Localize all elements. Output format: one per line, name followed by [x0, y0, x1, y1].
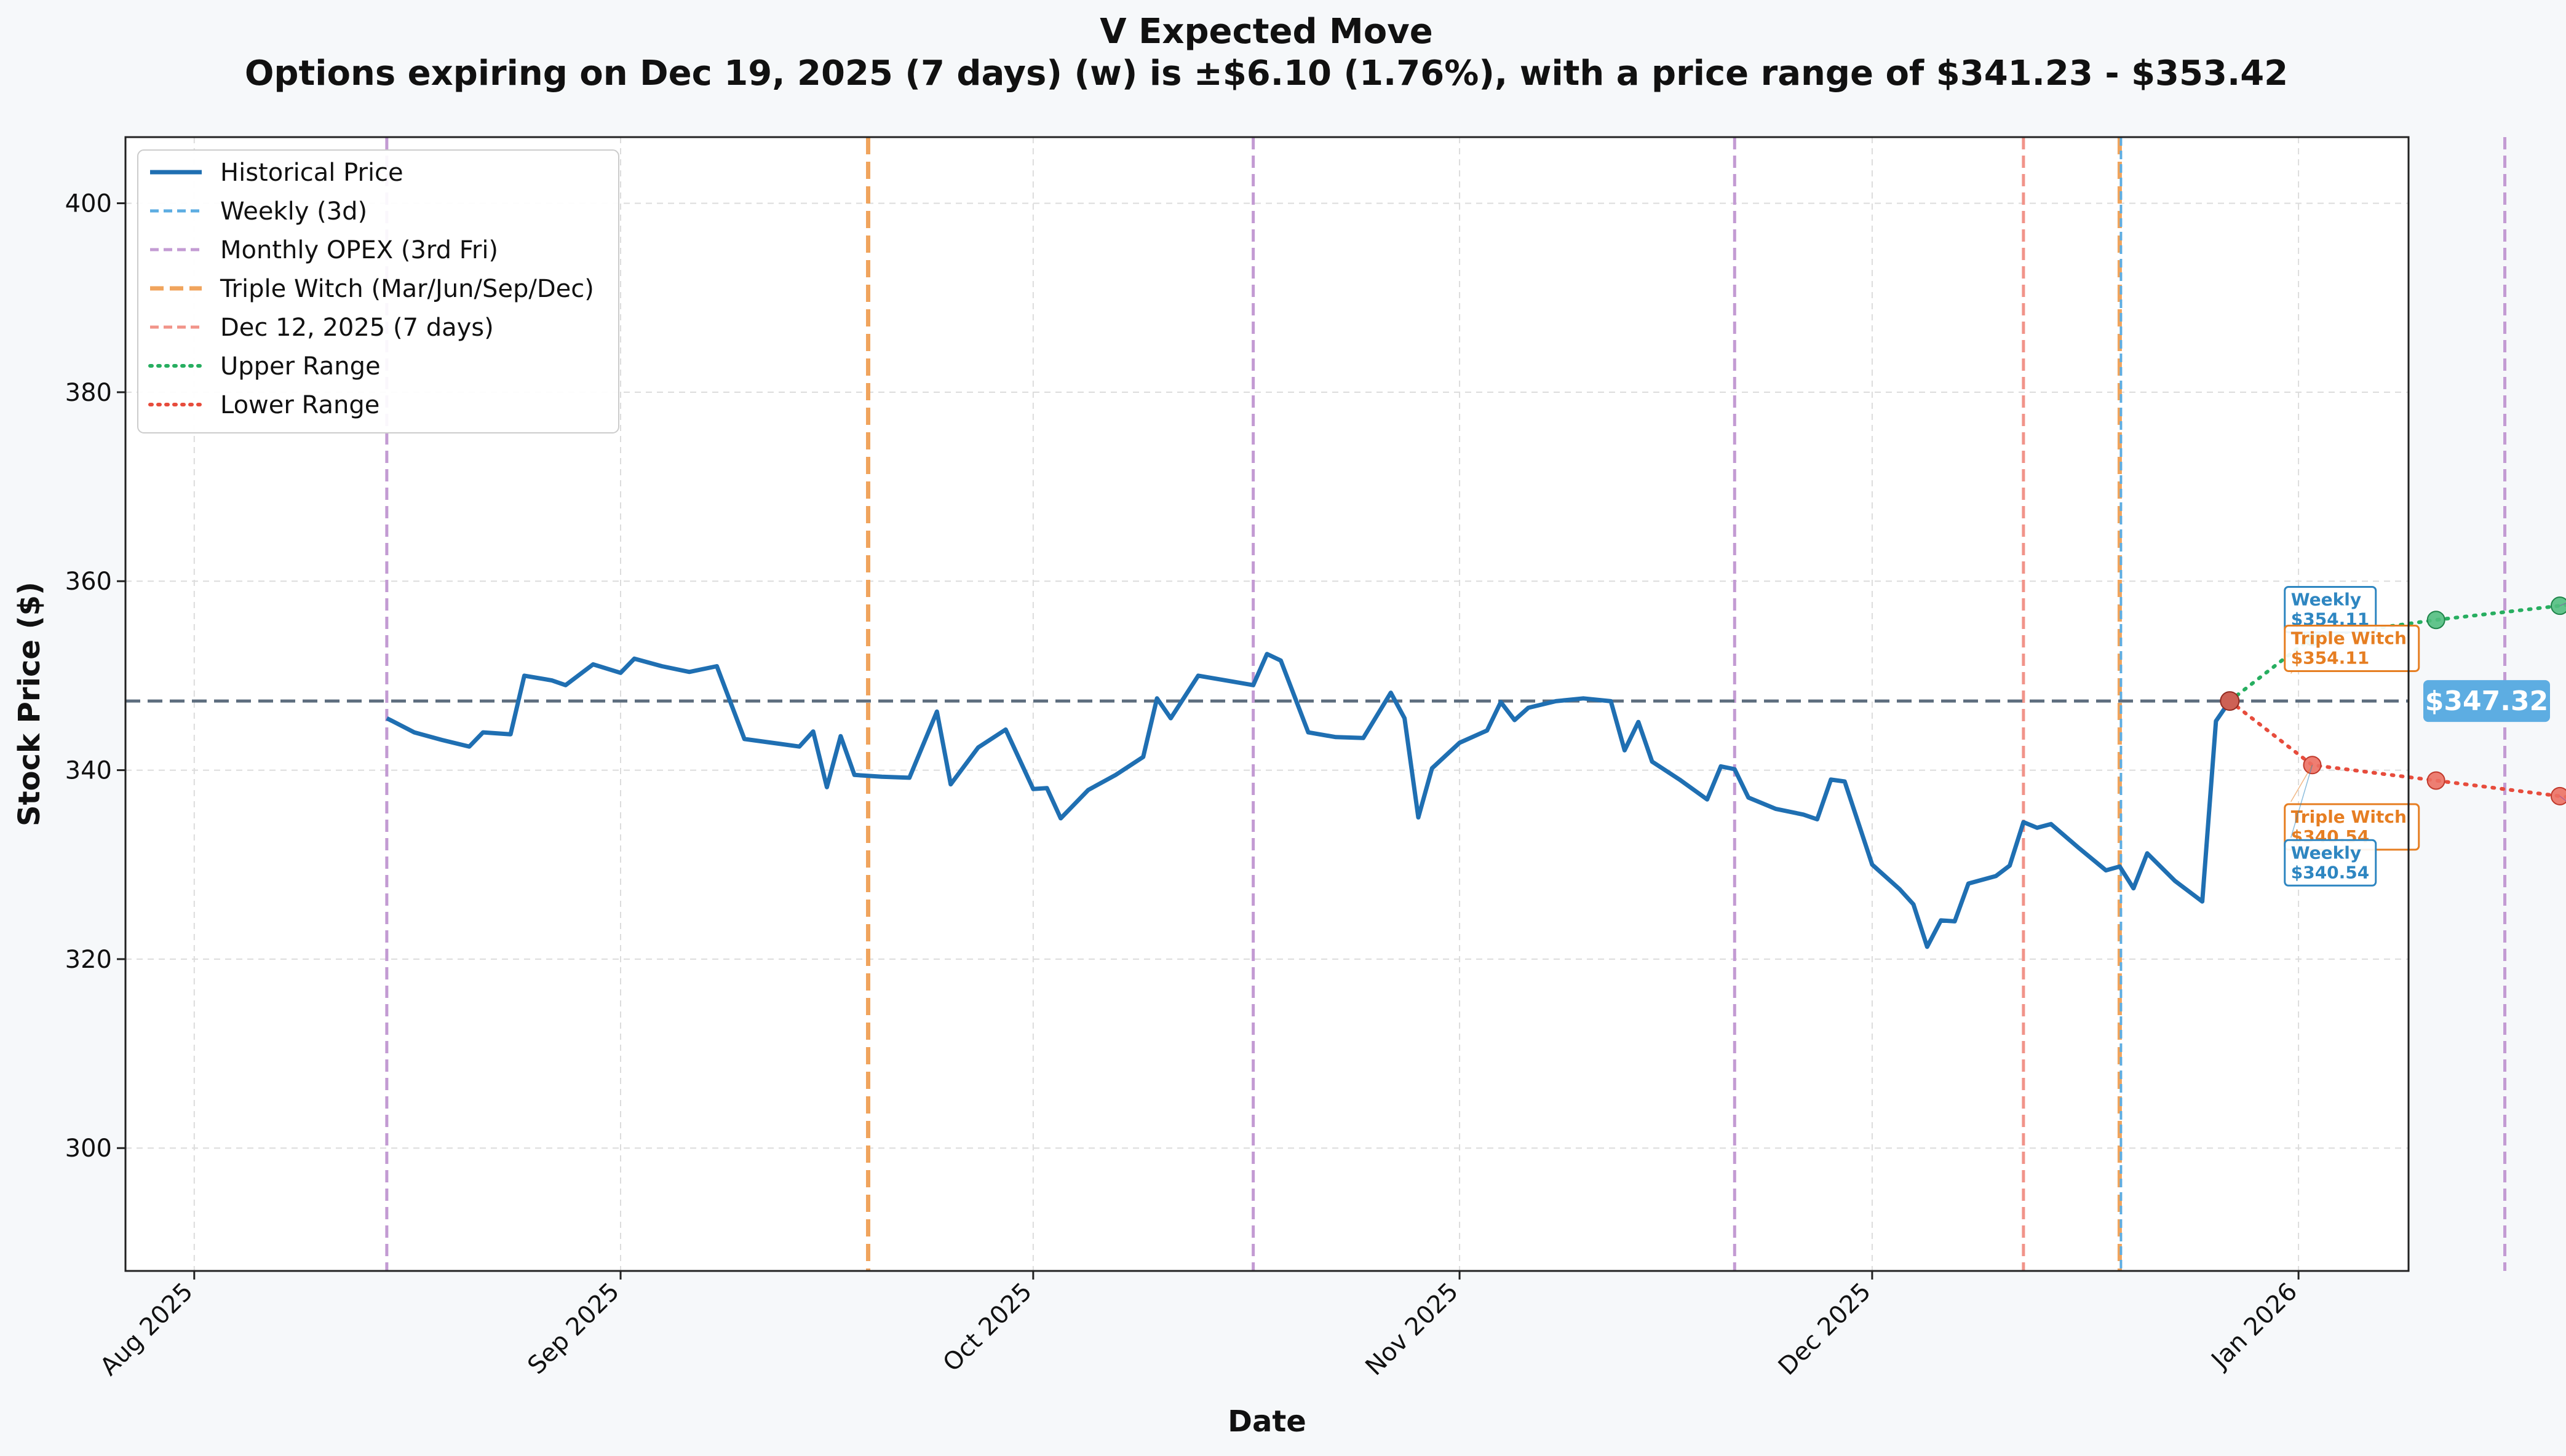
legend-label: Weekly (3d) — [220, 197, 367, 226]
annotation-box — [2284, 624, 2420, 672]
annotation-leader — [2290, 765, 2313, 838]
y-tick-label: 380 — [65, 379, 112, 407]
annotation-box — [2284, 839, 2377, 887]
lower-range-point — [2426, 771, 2445, 790]
legend-box — [137, 149, 619, 433]
y-tick-label: 340 — [65, 757, 112, 785]
legend-label: Historical Price — [220, 159, 403, 187]
y-axis-label: Stock Price ($) — [12, 582, 47, 826]
triple-annotation: Triple Witch$354.11 — [2284, 624, 2420, 674]
legend-label: Monthly OPEX (3rd Fri) — [220, 236, 498, 264]
current-price-badge-label: $347.32 — [2425, 686, 2548, 717]
annotation-leader — [2290, 764, 2313, 802]
plot-frame — [124, 136, 2410, 1272]
y-axis-ticks: 300 320 340 360 380 400 — [65, 190, 125, 1163]
y-tick-label: 400 — [65, 190, 112, 218]
annotation-title: Triple Witch — [2291, 628, 2407, 648]
current-price-point — [2220, 691, 2240, 711]
chart-title: V Expected Move — [1100, 12, 1433, 52]
legend-label: Upper Range — [220, 352, 381, 381]
current-price-badge-group: $347.32 — [2423, 680, 2550, 722]
annotation-title: Weekly — [2291, 589, 2361, 609]
upper-range-point — [2426, 611, 2445, 630]
legend-label: Triple Witch (Mar/Jun/Sep/Dec) — [220, 275, 594, 303]
y-tick-label: 320 — [65, 946, 112, 974]
y-tick-label: 300 — [65, 1134, 112, 1163]
legend-label: Dec 12, 2025 (7 days) — [220, 314, 494, 342]
historical-price-line — [386, 652, 2232, 949]
x-axis-label: Date — [1228, 1404, 1306, 1439]
annotation-value: $354.11 — [2291, 647, 2370, 668]
weekly-annotation: Weekly$340.54 — [2284, 765, 2377, 887]
annotation-title: Triple Witch — [2291, 807, 2407, 827]
legend: Historical Price Weekly (3d) Monthly OPEX … — [137, 149, 619, 433]
weekly-annotation: Weekly$354.11 — [2284, 585, 2377, 638]
annotation-value: $340.54 — [2291, 862, 2370, 882]
current-price-badge — [2423, 680, 2550, 722]
legend-label: Lower Range — [220, 391, 379, 419]
lower-range-point — [2550, 786, 2566, 805]
upper-range-point — [2550, 596, 2566, 615]
y-tick-label: 360 — [65, 568, 112, 596]
annotation-title: Weekly — [2291, 842, 2361, 863]
chart-subtitle: Options expiring on Dec 19, 2025 (7 days… — [245, 53, 2288, 93]
